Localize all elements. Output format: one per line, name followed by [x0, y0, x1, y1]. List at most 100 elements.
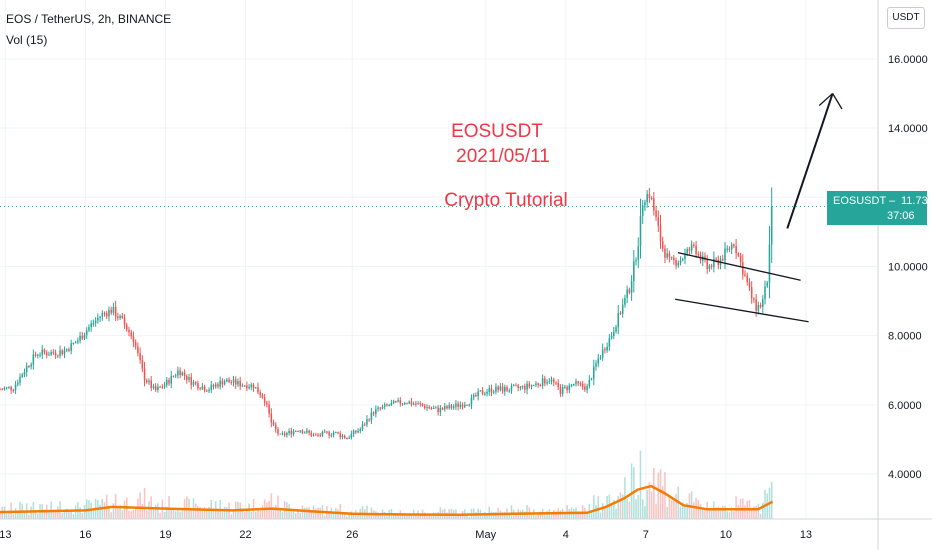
- volume-bar: [159, 512, 161, 519]
- candle-body: [395, 400, 397, 402]
- volume-bar: [172, 510, 175, 519]
- volume-indicator-label[interactable]: Vol (15): [6, 33, 48, 47]
- volume-bar: [664, 472, 666, 519]
- candle-body: [366, 419, 368, 425]
- volume-bar: [508, 512, 511, 519]
- volume-bar: [426, 516, 428, 519]
- candle-body: [226, 379, 228, 382]
- volume-bar: [299, 512, 302, 519]
- candle-body: [145, 380, 148, 383]
- price-axis-panel[interactable]: [878, 0, 932, 550]
- candle-body: [403, 403, 406, 405]
- candle-body: [1, 389, 4, 391]
- candle-body: [557, 382, 559, 388]
- volume-bar: [177, 509, 179, 519]
- candle-body: [397, 400, 399, 402]
- candle-body: [517, 385, 519, 388]
- volume-bar: [181, 508, 184, 519]
- candle-body: [377, 407, 379, 410]
- candle-body: [644, 202, 646, 206]
- candle-body: [125, 324, 128, 330]
- volume-bar: [715, 507, 717, 519]
- candle-body: [412, 403, 415, 405]
- volume-bar: [72, 514, 75, 519]
- candle-body: [468, 404, 471, 406]
- volume-bar: [279, 510, 281, 519]
- candle-body: [34, 354, 37, 356]
- time-tick-label: 13: [800, 529, 812, 541]
- symbol-title[interactable]: EOS / TetherUS, 2h, BINANCE: [6, 12, 172, 26]
- volume-bar: [63, 511, 66, 519]
- candle-body: [675, 260, 677, 266]
- volume-bar: [274, 504, 277, 519]
- candle-body: [608, 338, 611, 347]
- candle-body: [484, 393, 486, 395]
- candle-body: [241, 385, 244, 387]
- candle-body: [537, 383, 539, 385]
- candle-body: [223, 381, 226, 385]
- volume-bar: [81, 512, 84, 519]
- volume-bar: [30, 506, 32, 519]
- candle-body: [321, 432, 324, 436]
- volume-bar: [657, 472, 660, 519]
- volume-bar: [248, 503, 250, 519]
- candle-body: [755, 299, 757, 311]
- candle-body: [581, 383, 584, 387]
- candle-body: [323, 431, 326, 433]
- candle-body: [137, 346, 139, 354]
- volume-bar: [352, 512, 355, 519]
- candle-body: [535, 383, 537, 385]
- volume-bar: [310, 511, 313, 519]
- volume-bar: [697, 500, 700, 519]
- candle-body: [408, 401, 410, 404]
- candle-body: [303, 432, 306, 434]
- candle-body: [670, 256, 673, 258]
- volume-bar: [724, 506, 726, 519]
- volume-bar: [34, 510, 37, 519]
- volume-bar: [206, 508, 208, 519]
- candle-body: [139, 353, 141, 360]
- price-tag-symbol: EOSUSDT: [833, 195, 887, 207]
- candle-body: [166, 379, 168, 385]
- volume-bar: [170, 507, 173, 519]
- candle-body: [526, 383, 528, 390]
- candle-body: [728, 248, 731, 250]
- candle-body: [219, 380, 221, 387]
- volume-bar: [28, 514, 30, 519]
- candle-body: [274, 424, 277, 430]
- candle-body: [281, 433, 284, 435]
- time-axis-labels[interactable]: 13 16 19 22 26 May 4 7 10 13: [0, 529, 812, 541]
- candle-body: [239, 381, 241, 387]
- volume-bar: [130, 511, 132, 519]
- candle-body: [566, 386, 568, 391]
- volume-bar: [270, 493, 273, 519]
- candle-body: [472, 395, 475, 398]
- currency-button[interactable]: USDT: [887, 7, 925, 29]
- candle-body: [766, 282, 769, 287]
- candle-body: [737, 253, 740, 256]
- volume-bar: [145, 510, 148, 519]
- candle-body: [68, 349, 70, 351]
- candle-body: [679, 260, 682, 263]
- candle-body: [450, 405, 453, 408]
- price-tick-label: 16.0000: [888, 54, 928, 66]
- volume-bar: [621, 494, 624, 519]
- volume-bar: [357, 513, 359, 519]
- candle-body: [764, 286, 766, 300]
- candle-body: [232, 379, 235, 383]
- candle-body: [54, 352, 57, 356]
- volume-bar: [0, 513, 1, 519]
- volume-bar: [186, 496, 188, 519]
- volume-bar: [610, 505, 613, 519]
- candle-body: [512, 385, 515, 387]
- volume-bar: [223, 506, 226, 519]
- candle-body: [697, 253, 700, 255]
- candle-body: [735, 245, 737, 254]
- volume-bar: [617, 496, 620, 519]
- volume-bar: [635, 499, 637, 519]
- candle-body: [693, 244, 695, 246]
- drawings[interactable]: [675, 92, 843, 323]
- volume-bar: [68, 510, 70, 519]
